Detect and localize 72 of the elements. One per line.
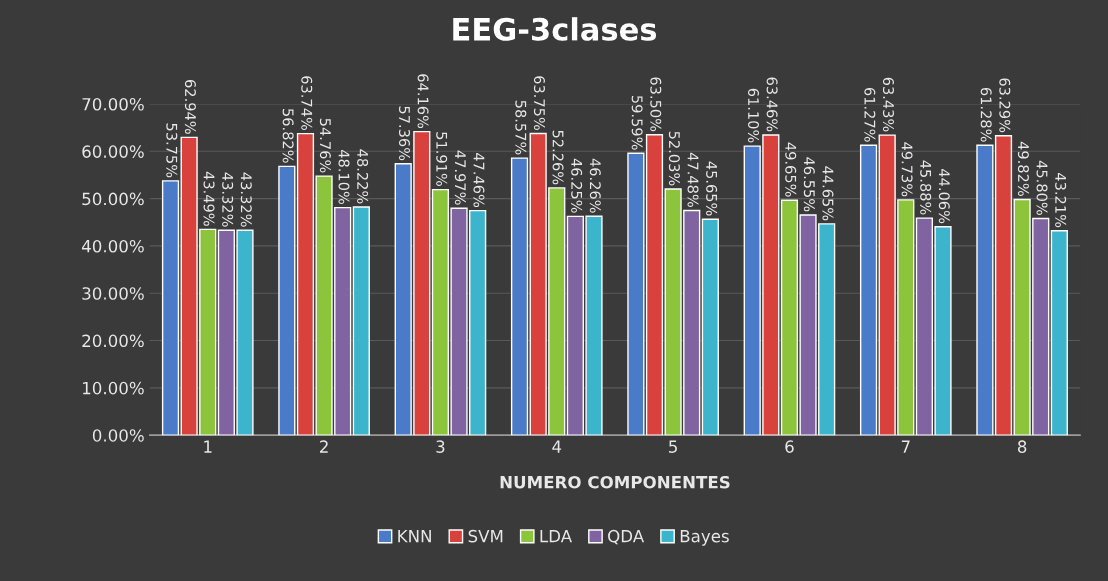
data-label: 61.27% (864, 87, 876, 142)
data-label: 43.32% (222, 172, 234, 227)
data-label: 44.65% (822, 166, 834, 221)
data-label: 63.29% (999, 78, 1011, 133)
data-label: 46.55% (803, 157, 815, 212)
bar (352, 206, 370, 436)
data-label: 43.21% (1055, 173, 1067, 228)
data-label: 48.10% (338, 149, 350, 205)
data-label: 45.88% (920, 160, 932, 215)
data-label: 46.25% (571, 158, 583, 213)
data-label: 44.06% (938, 169, 950, 224)
x-tick-label: 5 (669, 440, 677, 453)
y-tick-label: 0.00% (92, 429, 144, 442)
data-label: 43.32% (240, 172, 252, 227)
data-label: 47.46% (473, 152, 485, 208)
x-tick-label: 2 (320, 440, 328, 453)
data-label: 51.91% (436, 132, 448, 186)
data-label: 57.36% (398, 106, 410, 161)
bar (859, 144, 878, 436)
data-label: 43.49% (203, 171, 215, 226)
data-label: 58.57% (515, 100, 527, 155)
bar (1050, 230, 1068, 436)
x-tick-label: 3 (436, 440, 445, 453)
data-label: 49.73% (901, 142, 913, 197)
data-label: 61.28% (980, 87, 992, 142)
y-tick-label: 70.00% (82, 97, 144, 111)
data-label: 49.65% (785, 142, 797, 197)
data-label: 64.16% (417, 74, 429, 129)
data-label: 62.94% (184, 80, 196, 134)
bar (701, 218, 719, 436)
data-label: 63.43% (882, 77, 894, 132)
data-label: 47.48% (687, 152, 699, 207)
y-tick-label: 20.00% (82, 334, 144, 348)
data-label: 53.75% (166, 123, 178, 178)
data-label: 56.82% (282, 109, 294, 163)
bar (645, 134, 664, 436)
bar (627, 152, 645, 436)
data-label: 61.10% (747, 88, 760, 143)
chart-title: EEG-3clases (453, 17, 657, 41)
legend-label: SVM (468, 529, 503, 543)
data-label: 47.97% (454, 150, 466, 205)
data-label: 63.74% (301, 76, 313, 131)
y-tick-label: 50.00% (82, 192, 144, 206)
y-tick-label: 30.00% (82, 287, 144, 300)
data-label: 54.76% (319, 118, 331, 173)
data-label: 52.03% (668, 131, 680, 186)
data-label: 63.46% (766, 77, 778, 132)
data-label: 48.22% (357, 149, 369, 204)
data-label: 63.50% (650, 77, 662, 132)
y-tick-label: 10.00% (83, 381, 144, 395)
y-tick-label: 40.00% (81, 239, 144, 253)
x-tick-label: 1 (204, 440, 212, 453)
y-tick-label: 60.00% (82, 145, 144, 158)
x-tick-label: 7 (901, 440, 910, 453)
bar (161, 180, 180, 436)
data-label: 45.65% (706, 161, 718, 216)
x-tick-label: 8 (1017, 440, 1027, 453)
data-label: 59.59% (631, 95, 643, 150)
legend-label: LDA (540, 530, 572, 543)
data-label: 52.26% (552, 130, 564, 185)
data-label: 45.80% (1036, 160, 1048, 215)
x-tick-label: 4 (552, 440, 562, 453)
data-label: 46.26% (589, 158, 601, 213)
x-tick-label: 6 (785, 440, 794, 453)
legend-label: KNN (398, 530, 431, 543)
legend-label: QDA (608, 529, 645, 545)
data-label: 63.75% (533, 76, 545, 130)
bar (278, 165, 296, 436)
legend-label: Bayes (680, 530, 729, 546)
x-axis-title: NUMERO COMPONENTES (500, 475, 730, 489)
bar (510, 157, 529, 436)
data-label: 49.82% (1017, 141, 1029, 196)
